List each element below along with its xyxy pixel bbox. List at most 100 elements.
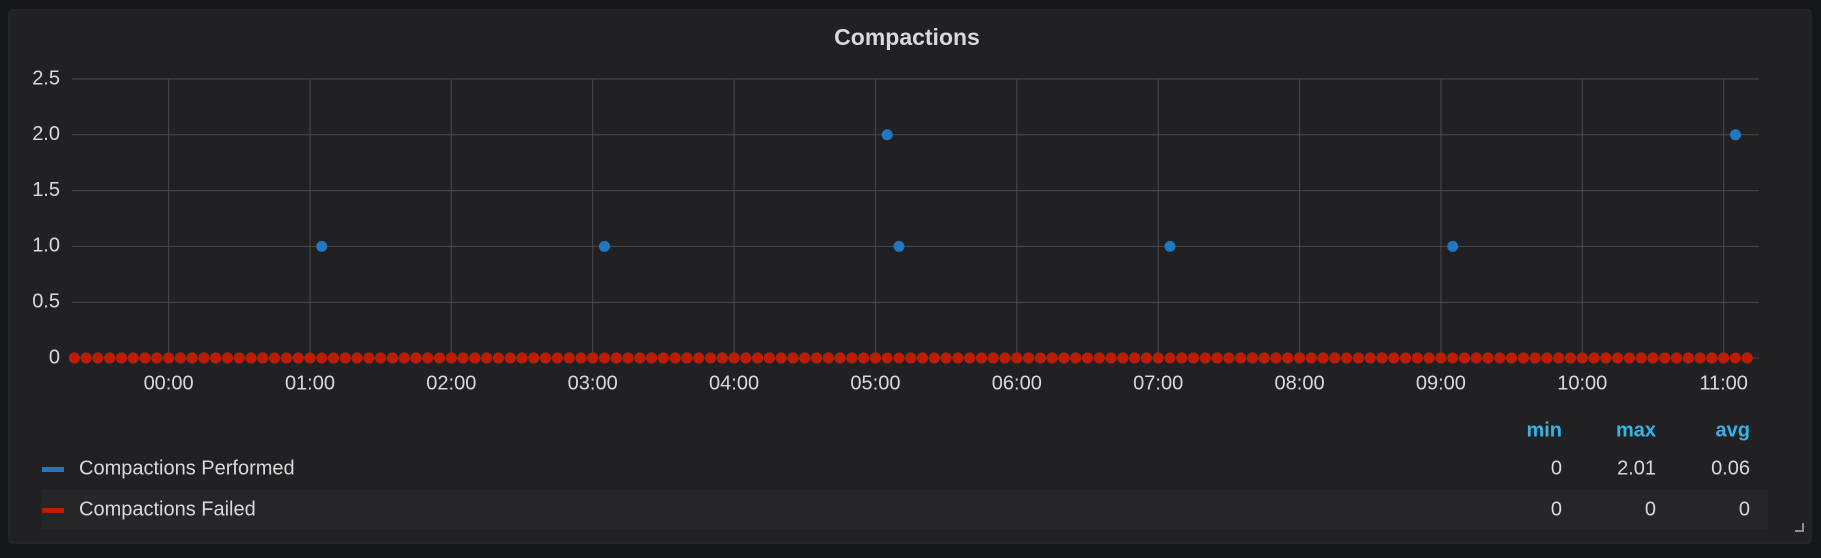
data-point	[469, 352, 481, 364]
data-point	[551, 352, 563, 364]
data-point	[999, 352, 1011, 364]
data-point	[1188, 352, 1200, 364]
data-point	[434, 352, 446, 364]
x-tick-label: 08:00	[1275, 372, 1325, 394]
legend-row-stripe	[41, 490, 1768, 530]
data-point	[269, 352, 281, 364]
data-point	[1729, 129, 1741, 141]
legend-label: Compactions Performed	[79, 457, 295, 479]
data-point	[1565, 352, 1577, 364]
x-tick-label: 04:00	[709, 372, 759, 394]
x-tick-label: 01:00	[285, 372, 335, 394]
panel	[8, 9, 1812, 544]
data-point	[1140, 352, 1152, 364]
data-point	[1635, 352, 1647, 364]
data-point	[1517, 352, 1529, 364]
data-point	[127, 352, 139, 364]
data-point	[1388, 352, 1400, 364]
data-point	[1623, 352, 1635, 364]
data-point	[304, 352, 316, 364]
data-point	[540, 352, 552, 364]
data-point	[634, 352, 646, 364]
data-point	[952, 352, 964, 364]
data-point	[681, 352, 693, 364]
legend-swatch	[42, 508, 64, 513]
data-point	[445, 352, 457, 364]
data-point	[657, 352, 669, 364]
data-point	[1152, 352, 1164, 364]
legend-value: 0	[1739, 498, 1750, 520]
data-point	[893, 352, 905, 364]
data-point	[799, 352, 811, 364]
data-point	[80, 352, 92, 364]
data-point	[1058, 352, 1070, 364]
data-point	[92, 352, 104, 364]
data-point	[1576, 352, 1588, 364]
legend-value: 2.01	[1617, 457, 1656, 479]
legend-swatch	[42, 467, 64, 472]
data-point	[669, 352, 681, 364]
data-point	[1282, 352, 1294, 364]
data-point	[1329, 352, 1341, 364]
data-point	[339, 352, 351, 364]
data-point	[787, 352, 799, 364]
data-point	[1600, 352, 1612, 364]
data-point	[1093, 352, 1105, 364]
data-point	[775, 352, 787, 364]
data-point	[115, 352, 127, 364]
data-point	[763, 352, 775, 364]
data-point	[1694, 352, 1706, 364]
data-point	[1423, 352, 1435, 364]
data-point	[457, 352, 469, 364]
data-point	[1671, 352, 1683, 364]
data-point	[492, 352, 504, 364]
data-point	[705, 352, 717, 364]
data-point	[1647, 352, 1659, 364]
data-point	[917, 352, 929, 364]
data-point	[386, 352, 398, 364]
data-point	[481, 352, 493, 364]
resize-handle[interactable]	[1795, 523, 1804, 532]
data-point	[1588, 352, 1600, 364]
data-point	[1129, 352, 1141, 364]
data-point	[1223, 352, 1235, 364]
data-point	[257, 352, 269, 364]
x-tick-label: 02:00	[426, 372, 476, 394]
chart-title: Compactions	[834, 24, 980, 50]
data-point	[1011, 352, 1023, 364]
data-point	[1435, 352, 1447, 364]
data-point	[1046, 352, 1058, 364]
data-point	[893, 240, 905, 252]
data-point	[1529, 352, 1541, 364]
legend-column-header: min	[1526, 419, 1562, 441]
data-point	[1176, 352, 1188, 364]
data-point	[351, 352, 363, 364]
data-point	[1246, 352, 1258, 364]
data-point	[1364, 352, 1376, 364]
data-point	[1682, 352, 1694, 364]
data-point	[1376, 352, 1388, 364]
data-point	[881, 129, 893, 141]
data-point	[316, 240, 328, 252]
data-point	[1718, 352, 1730, 364]
data-point	[1400, 352, 1412, 364]
data-point	[1447, 352, 1459, 364]
data-point	[1494, 352, 1506, 364]
data-point	[1023, 352, 1035, 364]
data-point	[740, 352, 752, 364]
data-point	[598, 352, 610, 364]
data-point	[1258, 352, 1270, 364]
data-point	[964, 352, 976, 364]
legend-label: Compactions Failed	[79, 498, 256, 520]
y-tick-label: 0	[49, 346, 60, 368]
data-point	[834, 352, 846, 364]
data-point	[1741, 352, 1753, 364]
data-point	[905, 352, 917, 364]
legend-value: 0.06	[1711, 457, 1750, 479]
data-point	[846, 352, 858, 364]
data-point	[1506, 352, 1518, 364]
data-point	[245, 352, 257, 364]
data-point	[1411, 352, 1423, 364]
data-point	[1706, 352, 1718, 364]
